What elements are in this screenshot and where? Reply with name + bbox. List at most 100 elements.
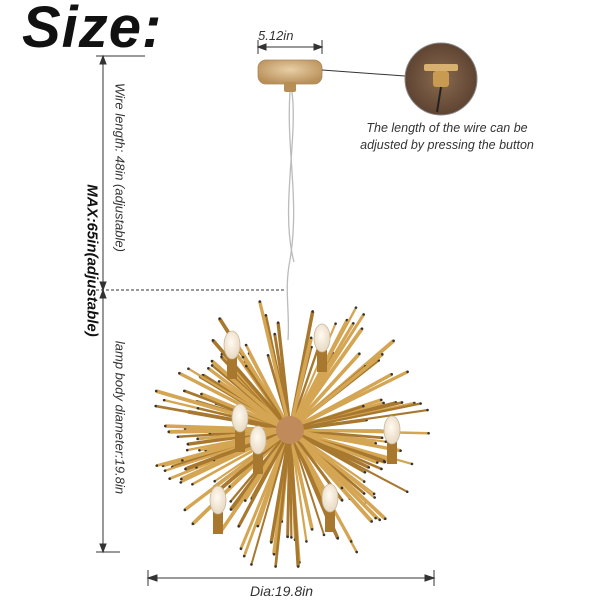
rod-tip bbox=[185, 448, 189, 452]
rod-tip bbox=[310, 528, 314, 531]
rod-tip bbox=[383, 517, 387, 521]
sputnik-rod bbox=[300, 433, 370, 469]
rod-tip bbox=[427, 431, 430, 435]
rod-tip bbox=[382, 459, 386, 463]
rod-tip bbox=[405, 490, 409, 494]
rod-tip bbox=[336, 537, 340, 540]
rod-tip bbox=[362, 313, 365, 316]
rod-tip bbox=[186, 442, 190, 446]
rod-tip bbox=[176, 435, 180, 439]
bulb-socket bbox=[387, 442, 397, 464]
rod-tip bbox=[237, 525, 241, 528]
sputnik-rod bbox=[301, 404, 364, 428]
rod-tip bbox=[358, 352, 361, 356]
rod-tip bbox=[340, 499, 344, 502]
rod-tip bbox=[228, 485, 231, 488]
sputnik-rod bbox=[301, 429, 429, 435]
rod-tip bbox=[273, 332, 277, 336]
rod-tip bbox=[309, 336, 313, 340]
height-dimension-lines bbox=[96, 54, 285, 554]
bulb-socket bbox=[235, 430, 245, 452]
rod-tip bbox=[210, 359, 214, 363]
rod-tip bbox=[196, 437, 199, 441]
sputnik-rod bbox=[290, 337, 313, 419]
rod-tip bbox=[155, 464, 159, 467]
sputnik-rod bbox=[211, 339, 284, 423]
wire-button-detail bbox=[321, 42, 478, 116]
rod-tip bbox=[276, 321, 280, 324]
rod-tip bbox=[399, 449, 402, 452]
rod-tip bbox=[211, 339, 215, 342]
sputnik-rod bbox=[258, 301, 289, 419]
rod-tip bbox=[290, 536, 293, 539]
rod-tip bbox=[182, 389, 186, 393]
rod-tip bbox=[274, 565, 277, 568]
rod-tip bbox=[380, 467, 383, 471]
rod-tip bbox=[392, 339, 395, 343]
size-title: Size: bbox=[22, 0, 163, 60]
sputnik-rod bbox=[298, 352, 384, 424]
rod-tip bbox=[373, 496, 376, 499]
rod-tip bbox=[354, 306, 358, 309]
rod-tip bbox=[374, 441, 378, 445]
rod-tip bbox=[352, 322, 355, 325]
rod-tip bbox=[376, 461, 379, 464]
rod-tip bbox=[200, 392, 203, 396]
sputnik-rod bbox=[269, 441, 290, 543]
rod-tip bbox=[168, 477, 171, 480]
rod-tip bbox=[180, 477, 183, 481]
sputnik-rod bbox=[290, 441, 314, 530]
candle-bulb bbox=[249, 425, 267, 455]
rod-tip bbox=[349, 540, 353, 543]
sputnik-rod bbox=[296, 352, 361, 423]
rod-tip bbox=[229, 508, 233, 511]
rod-tip bbox=[181, 459, 184, 462]
sputnik-rod bbox=[155, 404, 279, 430]
rod-tip bbox=[256, 524, 260, 528]
sputnik-rod bbox=[301, 430, 401, 453]
rod-tip bbox=[187, 367, 190, 370]
rod-tip bbox=[213, 479, 217, 483]
chandelier-hub bbox=[276, 416, 304, 444]
canopy-dimension-line bbox=[256, 40, 324, 54]
rod-tip bbox=[178, 371, 181, 375]
bulb-socket bbox=[317, 350, 327, 372]
sputnik-rod bbox=[299, 435, 365, 483]
rod-tip bbox=[250, 563, 253, 566]
sputnik-rod bbox=[289, 441, 293, 538]
rod-tip bbox=[217, 380, 221, 383]
rod-tip bbox=[210, 364, 214, 367]
sputnik-rod bbox=[295, 327, 364, 422]
sputnik-rod bbox=[292, 441, 325, 536]
sputnik-rod bbox=[178, 371, 281, 427]
rod-tip bbox=[183, 508, 187, 512]
sputnik-rod bbox=[299, 434, 366, 474]
rod-tip bbox=[239, 547, 243, 551]
rod-tip bbox=[380, 353, 384, 356]
rod-tip bbox=[426, 408, 429, 412]
sputnik-rod bbox=[274, 441, 291, 567]
rod-tip bbox=[191, 522, 195, 526]
candle-bulb bbox=[209, 485, 227, 515]
rod-tip bbox=[179, 481, 183, 484]
bulb-socket bbox=[213, 512, 223, 534]
sputnik-rod bbox=[273, 333, 290, 419]
sputnik-chandelier bbox=[154, 300, 430, 568]
rod-tip bbox=[154, 404, 158, 408]
rod-tip bbox=[243, 499, 247, 502]
diameter-label: Dia:19.8in bbox=[250, 583, 314, 599]
rod-tip bbox=[419, 402, 422, 405]
sputnik-rod bbox=[187, 367, 281, 425]
bulb-socket bbox=[253, 452, 263, 474]
sputnik-rod bbox=[301, 429, 383, 440]
sputnik-rod bbox=[210, 359, 283, 424]
rod-tip bbox=[244, 343, 248, 347]
rod-tip bbox=[296, 565, 300, 568]
rod-tip bbox=[163, 469, 167, 472]
rod-tip bbox=[379, 398, 383, 402]
rod-tip bbox=[184, 467, 187, 471]
rod-tip bbox=[229, 500, 233, 503]
bulb-socket bbox=[325, 510, 335, 532]
rod-tip bbox=[374, 516, 377, 520]
